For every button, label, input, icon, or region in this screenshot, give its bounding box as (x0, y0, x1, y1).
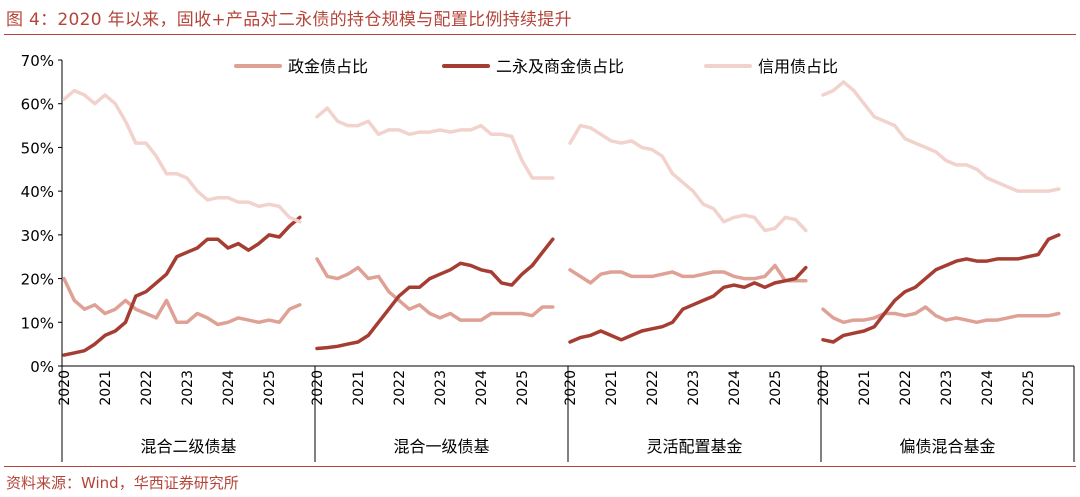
x-tick-label: 2024 (980, 370, 996, 406)
y-tick-label: 40% (21, 183, 54, 201)
x-tick-label: 2020 (816, 370, 832, 406)
x-tick-label: 2023 (433, 370, 449, 406)
x-tick-label: 2022 (139, 370, 155, 406)
y-tick-label: 60% (21, 96, 54, 114)
x-tick-label: 2022 (392, 370, 408, 406)
x-tick-label: 2024 (474, 370, 490, 406)
y-tick-label: 50% (21, 139, 54, 157)
x-tick-label: 2025 (768, 370, 784, 406)
series-line (568, 265, 808, 344)
panel-label: 混合二级债基 (140, 437, 236, 456)
x-tick-label: 2022 (898, 370, 914, 406)
legend-label: 政金债占比 (288, 57, 368, 76)
x-tick-label: 2021 (351, 370, 367, 406)
y-tick-label: 70% (21, 52, 54, 70)
x-tick-label: 2023 (686, 370, 702, 406)
x-tick-label: 2024 (727, 370, 743, 406)
x-tick-label: 2021 (857, 370, 873, 406)
series-line (568, 263, 808, 285)
series-line (62, 88, 302, 224)
x-tick-label: 2021 (98, 370, 114, 406)
panel-label: 混合一级债基 (393, 437, 489, 456)
x-tick-label: 2025 (515, 370, 531, 406)
legend-label: 二永及商金债占比 (496, 57, 624, 76)
series-line (821, 305, 1061, 325)
panel-label: 偏债混合基金 (899, 437, 995, 456)
y-tick-label: 0% (30, 358, 54, 376)
y-tick-label: 20% (21, 271, 54, 289)
y-tick-label: 10% (21, 314, 54, 332)
series-line (315, 257, 555, 322)
x-tick-label: 2023 (939, 370, 955, 406)
legend-label: 信用债占比 (758, 57, 838, 76)
x-tick-label: 2021 (604, 370, 620, 406)
series-line (821, 80, 1061, 193)
x-tick-label: 2020 (310, 370, 326, 406)
y-tick-label: 30% (21, 227, 54, 245)
series-line (62, 215, 302, 357)
chart-legend: 政金债占比 二永及商金债占比 信用债占比 (234, 57, 838, 76)
chart-axes: 0% 10% 20% 30% 40% 50% 60% 70% 2020 2021 2022 2023 2… (21, 52, 1075, 462)
x-tick-label: 2020 (563, 370, 579, 406)
chart-lines (62, 80, 1061, 357)
panel-label: 灵活配置基金 (646, 437, 742, 456)
x-tick-label: 2020 (57, 370, 73, 406)
x-tick-label: 2023 (180, 370, 196, 406)
series-line (315, 237, 555, 351)
figure-title: 图 4：2020 年以来，固收+产品对二永债的持仓规模与配置比例持续提升 (6, 10, 572, 30)
series-line (568, 123, 808, 233)
series-line (62, 276, 302, 327)
x-tick-label: 2024 (221, 370, 237, 406)
source-note: 资料来源：Wind，华西证券研究所 (6, 474, 239, 492)
series-line (821, 233, 1061, 344)
x-tick-label: 2025 (1021, 370, 1037, 406)
x-tick-label: 2025 (262, 370, 278, 406)
title-divider (4, 34, 1076, 35)
series-line (315, 106, 555, 180)
x-tick-label: 2022 (645, 370, 661, 406)
source-divider (4, 466, 1076, 467)
